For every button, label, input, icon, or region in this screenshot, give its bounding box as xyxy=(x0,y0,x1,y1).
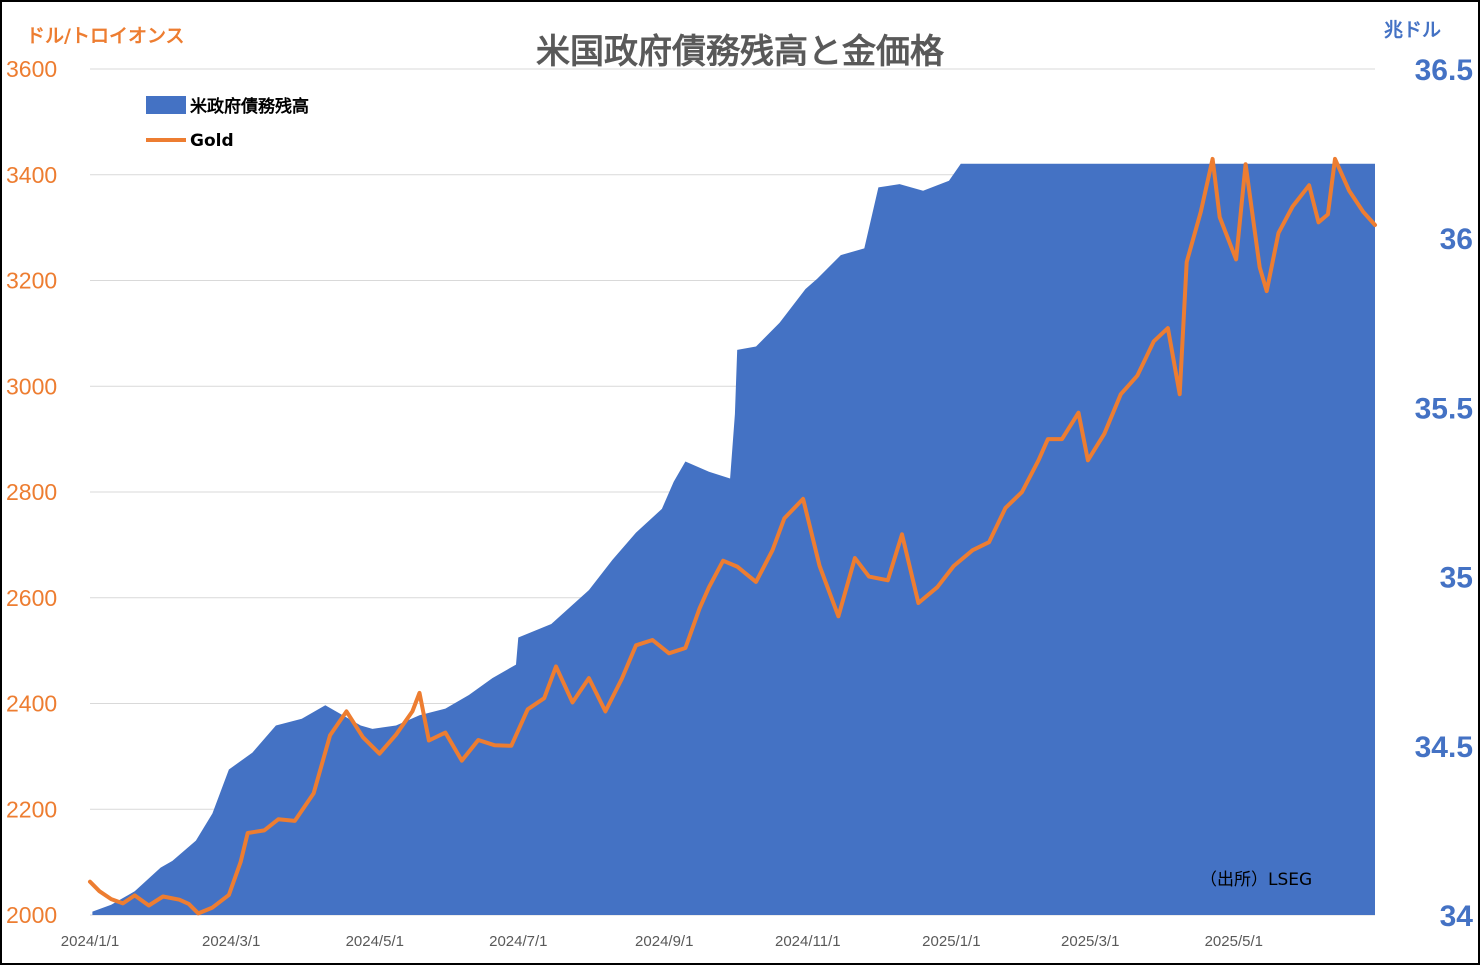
right-tick-label: 34.5 xyxy=(1415,731,1473,764)
legend-swatch-debt xyxy=(146,96,186,114)
gold-line-layer xyxy=(88,156,1377,916)
right-tick-label: 35 xyxy=(1440,562,1473,595)
left-axis: 2000 2200 2400 2600 2800 3000 3200 3400 3600 xyxy=(6,56,57,928)
x-tick-label: 2025/1/1 xyxy=(922,933,980,950)
x-tick-label: 2024/9/1 xyxy=(635,933,693,950)
debt-area-layer xyxy=(92,163,1375,916)
legend-label-debt: 米政府債務残高 xyxy=(190,96,309,117)
legend: 米政府債務残高 Gold xyxy=(146,96,309,151)
left-tick-label: 3400 xyxy=(6,162,57,188)
right-tick-label: 36.5 xyxy=(1415,54,1473,87)
x-tick-label: 2024/5/1 xyxy=(346,933,404,950)
x-tick-label: 2024/1/1 xyxy=(61,933,119,950)
right-tick-label: 34 xyxy=(1440,900,1474,933)
left-tick-label: 2200 xyxy=(6,796,57,822)
gold-line xyxy=(88,156,1377,916)
chart-title: 米国政府債務残高と金価格 xyxy=(536,32,945,72)
x-axis: 2024/1/1 2024/3/1 2024/5/1 2024/7/1 2024/9/1… xyxy=(61,933,1263,950)
left-tick-label: 2600 xyxy=(6,585,57,611)
debt-area xyxy=(92,163,1375,916)
left-tick-label: 2800 xyxy=(6,479,57,505)
legend-label-gold: Gold xyxy=(190,131,234,151)
right-tick-label: 36 xyxy=(1440,223,1473,256)
right-axis-unit: 兆ドル xyxy=(1384,19,1441,41)
x-tick-label: 2025/3/1 xyxy=(1061,933,1119,950)
left-axis-unit: ドル/トロイオンス xyxy=(26,25,185,47)
x-tick-label: 2024/7/1 xyxy=(489,933,547,950)
x-tick-label: 2024/3/1 xyxy=(202,933,260,950)
left-tick-label: 3000 xyxy=(6,373,57,399)
x-tick-label: 2024/11/1 xyxy=(775,933,841,950)
left-tick-label: 2000 xyxy=(6,902,57,928)
source-note: （出所）LSEG xyxy=(1200,870,1312,890)
right-axis: 34 34.5 35 35.5 36 36.5 xyxy=(1415,54,1474,933)
left-tick-label: 3200 xyxy=(6,268,57,294)
right-tick-label: 35.5 xyxy=(1415,392,1473,425)
x-tick-label: 2025/5/1 xyxy=(1205,933,1263,950)
left-tick-label: 2400 xyxy=(6,691,57,717)
left-tick-label: 3600 xyxy=(6,56,57,82)
